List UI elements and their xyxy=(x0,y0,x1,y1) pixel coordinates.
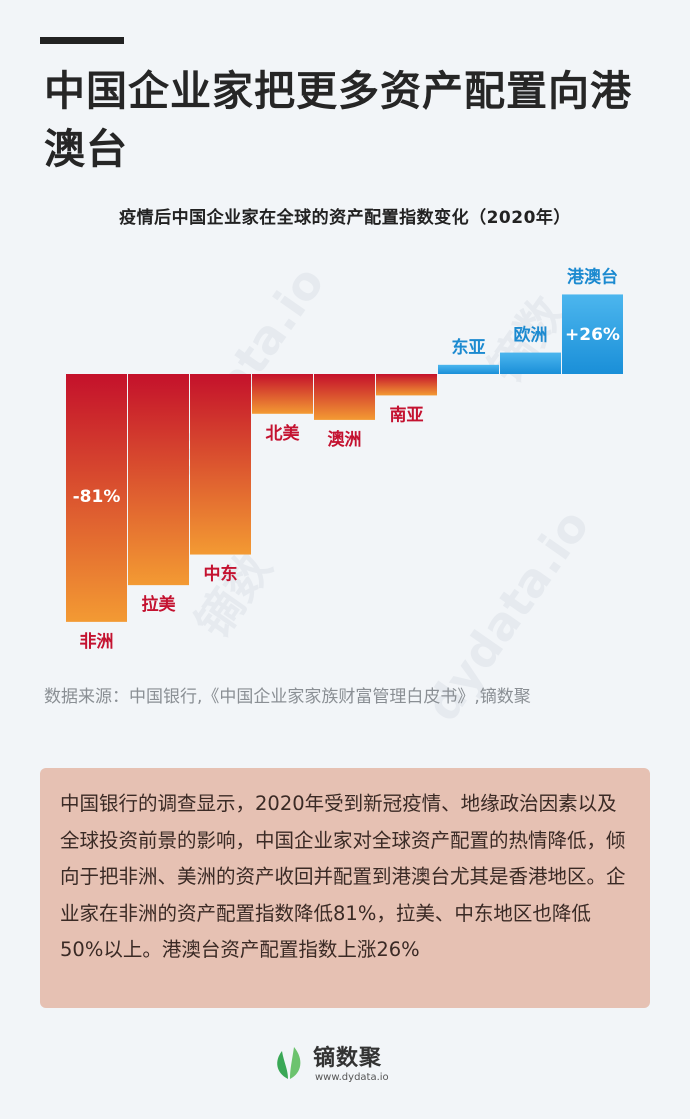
brand-leaf-icon xyxy=(277,1047,301,1079)
category-label: 北美 xyxy=(266,423,301,444)
bar-澳洲 xyxy=(314,374,375,420)
bar-港澳台 xyxy=(562,294,623,374)
bar-东亚 xyxy=(438,364,499,374)
category-label: 东亚 xyxy=(452,337,486,358)
bar-非洲 xyxy=(66,374,127,622)
brand-url: www.dydata.io xyxy=(315,1072,389,1083)
summary-note: 中国银行的调查显示，2020年受到新冠疫情、地缘政治因素以及全球投资前景的影响，… xyxy=(40,768,650,1008)
bar-欧洲 xyxy=(500,352,561,374)
category-label: 非洲 xyxy=(80,631,114,652)
category-label: 拉美 xyxy=(142,594,177,615)
bar-北美 xyxy=(252,374,313,414)
category-label: 中东 xyxy=(204,564,238,585)
category-label: 欧洲 xyxy=(514,325,548,346)
brand-name: 镝数聚 xyxy=(313,1046,383,1071)
top-rule xyxy=(40,37,124,44)
category-label: 港澳台 xyxy=(567,266,618,287)
data-label: +26% xyxy=(565,325,620,345)
bar-拉美 xyxy=(128,374,189,586)
category-label: 南亚 xyxy=(390,404,424,425)
bar-南亚 xyxy=(376,374,437,396)
category-label: 澳洲 xyxy=(328,429,362,450)
bar-chart: 非洲 拉美 中东 北美 澳洲 南亚 东亚 欧洲 港澳台 -81% +26% xyxy=(66,266,623,652)
page-title: 中国企业家把更多资产配置向港澳台 xyxy=(44,67,632,173)
data-label: -81% xyxy=(73,487,121,507)
bar-中东 xyxy=(190,374,251,555)
chart-title: 疫情后中国企业家在全球的资产配置指数变化（2020年） xyxy=(119,208,571,228)
source-text: 数据来源：中国银行,《中国企业家家族财富管理白皮书》,镝数聚 xyxy=(44,687,531,707)
